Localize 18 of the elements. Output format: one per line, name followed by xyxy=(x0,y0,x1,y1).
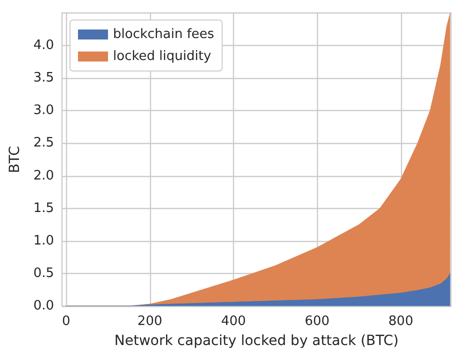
legend-label: blockchain fees xyxy=(113,27,214,42)
y-tick-label: 0.0 xyxy=(33,298,54,314)
x-tick-label: 200 xyxy=(137,314,162,329)
y-tick-label: 3.5 xyxy=(33,70,54,86)
y-tick-label: 1.5 xyxy=(33,200,54,216)
x-axis-title: Network capacity locked by attack (BTC) xyxy=(114,333,399,349)
y-tick-label: 4.0 xyxy=(33,38,54,54)
y-tick-label: 1.0 xyxy=(33,233,54,248)
x-tick-label: 600 xyxy=(304,314,330,329)
x-tick-label: 400 xyxy=(221,314,246,329)
y-tick-label: 2.0 xyxy=(33,168,54,184)
y-tick-label: 2.5 xyxy=(33,136,54,151)
y-tick-label: 3.0 xyxy=(33,103,54,118)
x-tick-label: 0 xyxy=(62,314,70,329)
y-tick-label: 0.5 xyxy=(33,266,54,281)
x-tick-label: 800 xyxy=(388,314,414,329)
legend-label: locked liquidity xyxy=(113,49,212,64)
y-axis-title: BTC xyxy=(7,146,23,174)
